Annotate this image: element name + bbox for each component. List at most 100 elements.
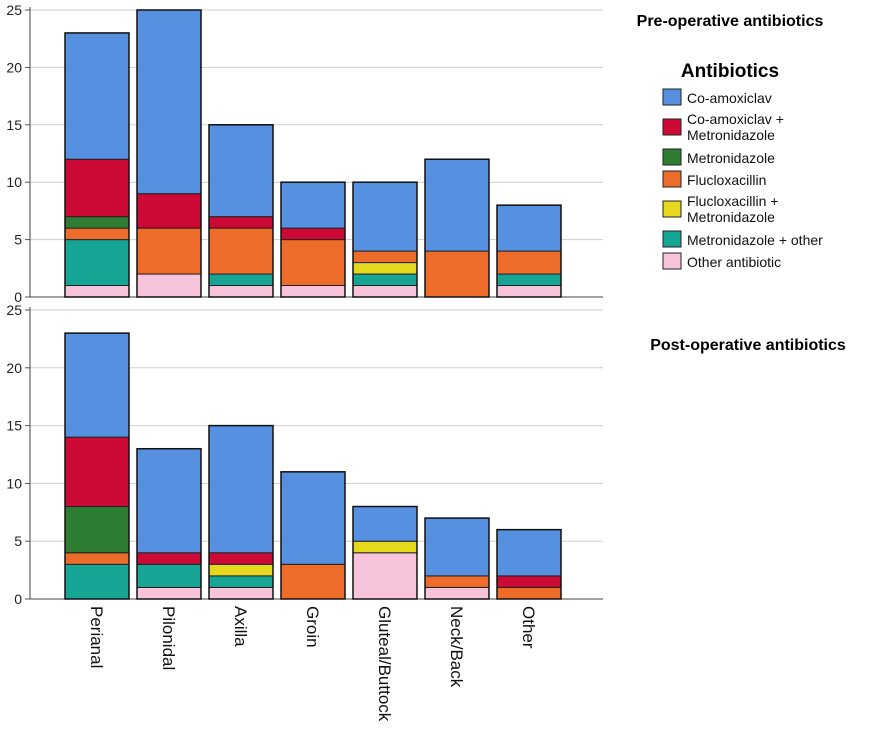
post-operative-panel: 0 5 10 15 20 25	[6, 302, 603, 607]
bar-segment-other-antibiotic-gluteal-buttock	[352, 285, 418, 298]
bar-segment-fluclox-metro-axilla	[208, 563, 274, 577]
bar-segment-flucloxacillin-other	[496, 586, 562, 600]
legend-label-co-amox-metro: Co-amoxiclav +	[687, 111, 784, 127]
y-tick-label: 20	[6, 360, 22, 376]
bar-segment-other-antibiotic-gluteal-buttock	[352, 552, 418, 600]
category-label-other: Other	[519, 606, 538, 649]
pre-operative-panel: 0 5 10 15 20 25	[6, 2, 603, 305]
bar-segment-other-antibiotic-axilla	[208, 586, 274, 600]
bar-segment-other-antibiotic-pilonidal	[136, 586, 202, 600]
bar-segment-flucloxacillin-neck-back	[424, 250, 490, 298]
bar-segment-co-amox-metro-perianal	[64, 158, 130, 218]
bar-segment-co-amoxiclav-groin	[280, 471, 346, 565]
legend-title: Antibiotics	[681, 61, 779, 82]
bar-segment-co-amoxiclav-perianal	[64, 332, 130, 438]
bar-segment-fluclox-metro-gluteal-buttock	[352, 540, 418, 554]
bar-segment-other-antibiotic-axilla	[208, 285, 274, 298]
bar-segment-flucloxacillin-gluteal-buttock	[352, 250, 418, 264]
y-tick-label: 10	[6, 475, 22, 491]
bar-segment-co-amoxiclav-pilonidal	[136, 448, 202, 554]
y-tick-label: 15	[6, 117, 22, 133]
bar-outline-perianal	[64, 332, 130, 600]
bar-outline-axilla	[208, 124, 274, 298]
bar-segment-co-amoxiclav-groin	[280, 181, 346, 229]
bar-segment-co-amox-metro-groin	[280, 227, 346, 241]
bar-segment-other-antibiotic-other	[496, 285, 562, 298]
bar-segment-metronidazole-perianal	[64, 506, 130, 554]
bar-outline-gluteal-buttock	[352, 181, 418, 298]
bar-outline-gluteal-buttock	[352, 505, 418, 600]
bar-outline-neck-back	[424, 517, 490, 600]
bar-segment-co-amoxiclav-other	[496, 529, 562, 577]
category-label-groin: Groin	[303, 606, 322, 648]
bar-segment-other-antibiotic-neck-back	[424, 586, 490, 600]
category-label-axilla: Axilla	[231, 606, 250, 647]
bar-segment-co-amoxiclav-neck-back	[424, 517, 490, 577]
bar-outline-other	[496, 528, 562, 600]
legend-swatch-metronidazole	[662, 148, 682, 166]
bar-outline-perianal	[64, 32, 130, 298]
legend-label-other-antibiotic: Other antibiotic	[687, 254, 781, 270]
bar-segment-metro-other-other	[496, 273, 562, 287]
bar-segment-flucloxacillin-axilla	[208, 227, 274, 275]
bar-segment-co-amoxiclav-pilonidal	[136, 9, 202, 195]
bar-segment-co-amox-metro-axilla	[208, 216, 274, 229]
bar-segment-metronidazole-perianal	[64, 216, 130, 229]
bar-segment-metro-other-axilla	[208, 575, 274, 588]
bar-segment-metro-other-axilla	[208, 273, 274, 287]
bar-segment-co-amox-metro-perianal	[64, 436, 130, 508]
y-tick-label: 25	[6, 2, 22, 18]
pre-operative-title: Pre-operative antibiotics	[637, 13, 824, 30]
legend-label-metronidazole: Metronidazole	[687, 150, 775, 166]
bar-segment-metro-other-perianal	[64, 563, 130, 600]
legend-swatch-co-amoxiclav	[662, 88, 682, 106]
y-tick-label: 5	[14, 232, 22, 248]
bar-outline-axilla	[208, 424, 274, 600]
y-tick-label: 0	[14, 289, 22, 305]
bar-segment-other-antibiotic-perianal	[64, 285, 130, 298]
y-tick-label: 0	[14, 591, 22, 607]
bar-segment-other-antibiotic-groin	[280, 285, 346, 298]
bar-segment-co-amoxiclav-axilla	[208, 124, 274, 218]
bar-segment-co-amox-metro-pilonidal	[136, 193, 202, 229]
legend-label-flucloxacillin: Flucloxacillin	[687, 172, 766, 188]
bar-segment-metro-other-pilonidal	[136, 563, 202, 588]
bar-segment-co-amox-metro-pilonidal	[136, 552, 202, 565]
bar-segment-metro-other-perianal	[64, 239, 130, 287]
bar-outline-groin	[280, 471, 346, 600]
y-tick-label: 10	[6, 174, 22, 190]
bar-segment-other-antibiotic-pilonidal	[136, 273, 202, 298]
category-label-pilonidal: Pilonidal	[159, 606, 178, 670]
y-tick-label: 25	[6, 302, 22, 318]
legend-swatch-metro-other	[662, 230, 682, 248]
legend-label-metro-other: Metronidazole + other	[687, 232, 823, 248]
bar-segment-flucloxacillin-pilonidal	[136, 227, 202, 275]
bar-segment-flucloxacillin-groin	[280, 563, 346, 600]
bar-segment-co-amoxiclav-axilla	[208, 425, 274, 554]
bar-segment-flucloxacillin-neck-back	[424, 575, 490, 588]
bar-segment-flucloxacillin-perianal	[64, 552, 130, 565]
category-labels: Perianal Pilonidal Axilla Groin Gluteal/Butt…	[87, 606, 538, 722]
bar-outline-neck-back	[424, 158, 490, 298]
bar-segment-co-amoxiclav-perianal	[64, 32, 130, 160]
y-tick-label: 5	[14, 533, 22, 549]
bar-outline-pilonidal	[136, 9, 202, 298]
bar-segment-co-amox-metro-other	[496, 575, 562, 588]
bar-segment-co-amoxiclav-neck-back	[424, 158, 490, 252]
y-tick-label: 15	[6, 418, 22, 434]
legend: Antibiotics Co-amoxiclav Co-amoxiclav + Me…	[662, 61, 823, 270]
category-label-neck-back: Neck/Back	[447, 606, 466, 688]
bar-outline-groin	[280, 181, 346, 298]
post-operative-title: Post-operative antibiotics	[650, 337, 846, 354]
bar-outline-other	[496, 204, 562, 298]
legend-swatch-flucloxacillin	[662, 170, 682, 188]
bar-segment-flucloxacillin-other	[496, 250, 562, 275]
legend-swatch-fluclox-metro	[662, 200, 682, 218]
category-label-gluteal-buttock: Gluteal/Buttock	[375, 606, 394, 722]
bar-segment-co-amox-metro-axilla	[208, 552, 274, 565]
y-tick-label: 20	[6, 59, 22, 75]
bar-segment-flucloxacillin-groin	[280, 239, 346, 287]
category-label-perianal: Perianal	[87, 606, 106, 668]
legend-label-co-amoxiclav: Co-amoxiclav	[687, 90, 772, 106]
